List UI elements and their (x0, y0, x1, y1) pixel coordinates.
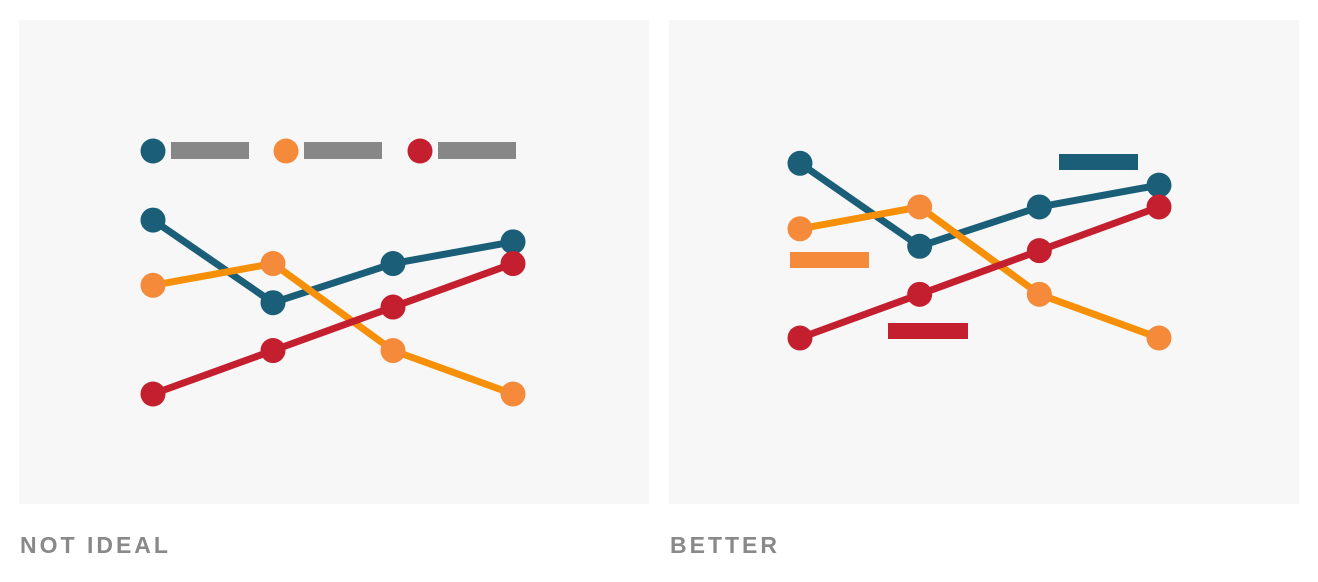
legend-label-placeholder-orange (304, 142, 382, 159)
data-point-orange-1 (140, 272, 166, 298)
data-point-teal-1 (787, 150, 813, 176)
data-point-teal-4 (500, 229, 526, 255)
legend-label-placeholder-teal (171, 142, 249, 159)
data-point-orange-3 (1026, 281, 1052, 307)
data-point-teal-3 (1026, 194, 1052, 220)
data-point-teal-2 (260, 290, 286, 316)
direct-labels (790, 154, 1138, 339)
data-point-red-1 (140, 381, 166, 407)
data-point-red-4 (1146, 194, 1172, 220)
data-point-red-1 (787, 325, 813, 351)
plot-area (787, 150, 1172, 351)
data-point-red-3 (380, 294, 406, 320)
series-line-orange (149, 260, 517, 398)
series-line-orange (796, 203, 1163, 342)
data-point-orange-2 (260, 251, 286, 277)
legend-marker-orange (273, 138, 299, 164)
direct-label-red (888, 323, 968, 339)
legend (140, 138, 516, 164)
series-line-red (796, 203, 1163, 342)
data-point-red-2 (907, 281, 933, 307)
series-line-red (149, 260, 517, 398)
data-point-orange-3 (380, 338, 406, 364)
data-point-red-4 (500, 251, 526, 277)
data-point-orange-4 (1146, 325, 1172, 351)
line-chart-better (787, 150, 1172, 351)
data-point-teal-3 (380, 251, 406, 277)
direct-label-teal (1059, 154, 1138, 170)
chart-panel-better (669, 20, 1299, 504)
data-point-teal-2 (907, 233, 933, 259)
line-chart-not-ideal (140, 138, 526, 407)
data-point-red-2 (260, 338, 286, 364)
legend-marker-red (407, 138, 433, 164)
data-point-orange-1 (787, 216, 813, 242)
plot-area (140, 207, 526, 407)
caption-better: BETTER (670, 532, 780, 558)
data-point-red-3 (1026, 238, 1052, 264)
legend-marker-teal (140, 138, 166, 164)
data-point-orange-4 (500, 381, 526, 407)
series-line-teal (149, 216, 517, 307)
chart-panel-not-ideal (19, 20, 649, 504)
direct-label-orange (790, 252, 869, 268)
legend-label-placeholder-red (438, 142, 516, 159)
series-line-teal (796, 159, 1163, 250)
data-point-teal-4 (1146, 172, 1172, 198)
caption-not-ideal: NOT IDEAL (20, 532, 171, 558)
data-point-teal-1 (140, 207, 166, 233)
data-point-orange-2 (907, 194, 933, 220)
